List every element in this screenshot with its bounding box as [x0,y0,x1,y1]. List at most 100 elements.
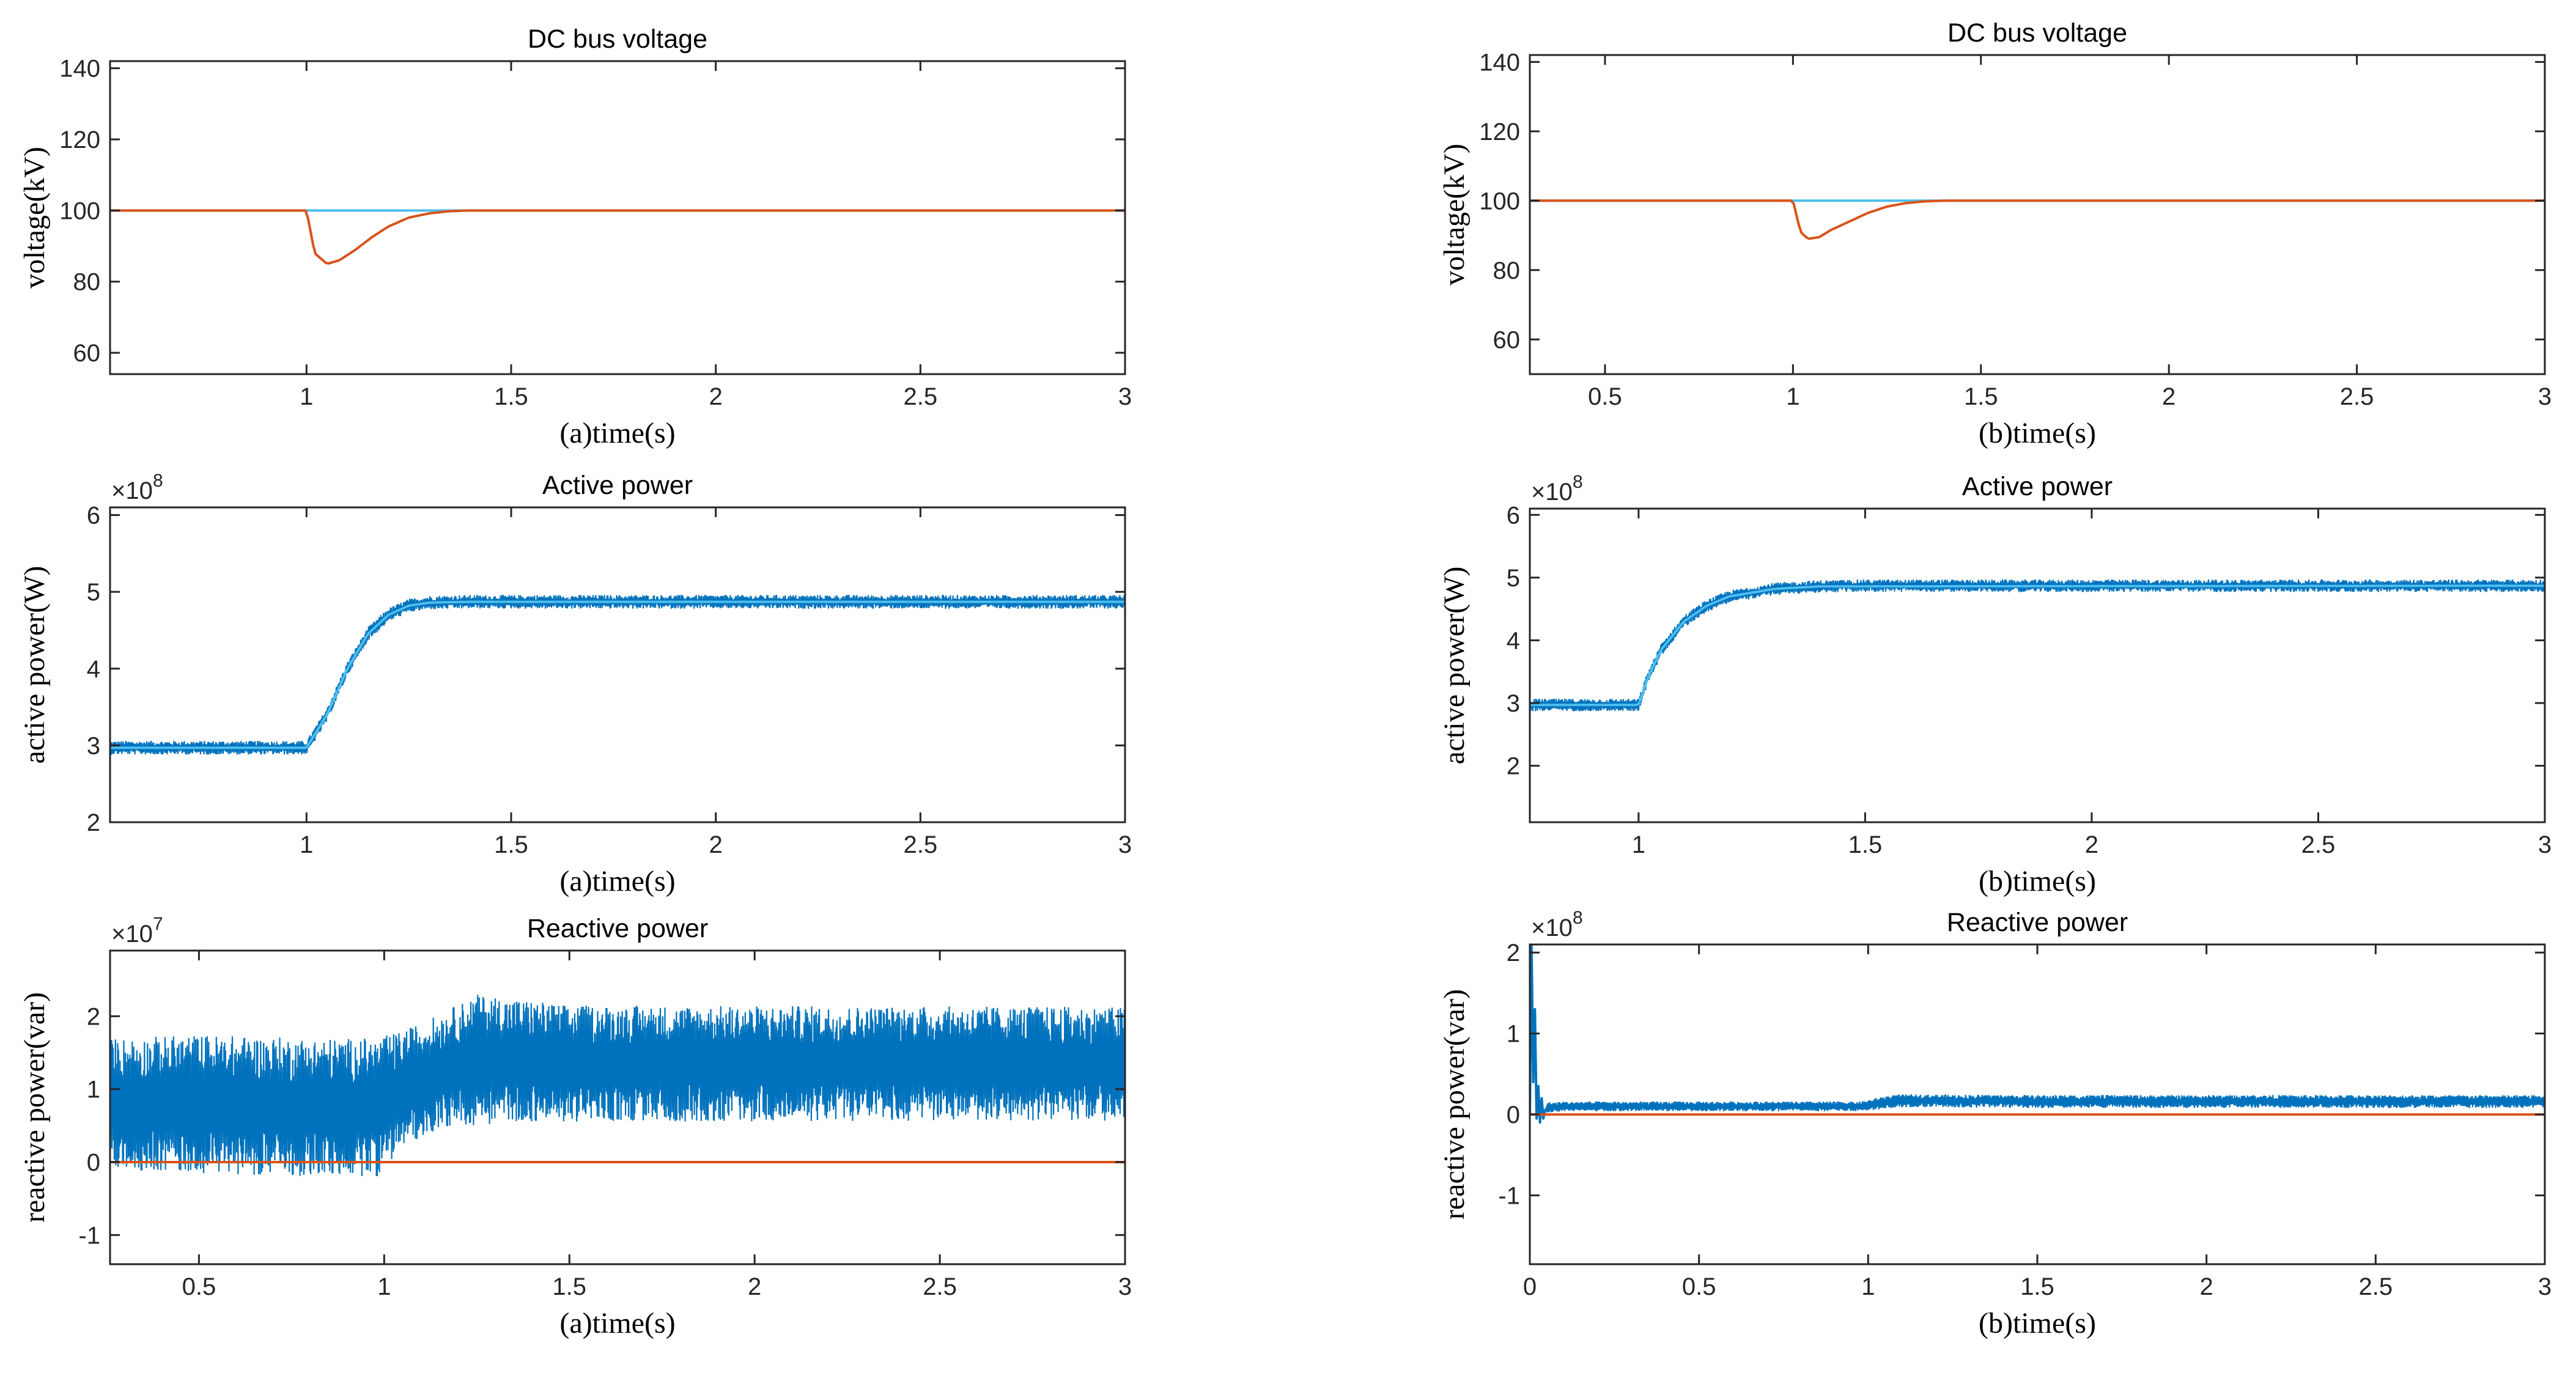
chart-b3-series [1530,944,2545,1124]
chart-a3-multiplier-exponent: 7 [153,914,163,934]
chart-a2-ytick-label: 3 [87,732,100,759]
chart-b2-xtick-label: 1.5 [1848,831,1883,858]
chart-b1: 0.5 1 1.5 2 2.5 3 60 80 100 120 140 DC bus voltage (… [1438,18,2552,449]
chart-a2-plot-area [110,507,1125,822]
chart-b1-title: DC bus voltage [1947,18,2127,48]
chart-b2-xtick-label: 1 [1632,831,1645,858]
chart-b2-xtick-label: 3 [2538,831,2552,858]
chart-a2-ytick-label: 2 [87,809,100,836]
chart-b1-xtick-label: 0.5 [1588,383,1622,410]
chart-a2-multiplier-exponent: 8 [153,471,163,491]
chart-b1-xtick-label: 2 [2162,383,2176,410]
chart-b3: 0 0.5 1 1.5 2 2.5 3 -1 0 1 2 Reactive power (b)time(… [1438,908,2552,1339]
chart-b1-xtick-label: 1 [1786,383,1799,410]
chart-a2-series-measured [110,595,1125,755]
chart-b3-series-reactive-transient [1530,944,1548,1124]
chart-a1-ytick-label: 100 [59,197,100,224]
chart-b1-xtick-label: 3 [2538,383,2552,410]
chart-a1-xtick-label: 2 [709,383,723,410]
chart-a1-xtick-label: 3 [1118,383,1132,410]
chart-a3-ytick-label: -1 [78,1222,100,1249]
chart-a2-series [110,595,1125,755]
chart-b1-ytick-label: 80 [1493,257,1521,284]
chart-a3-ylabel: reactive power(var) [18,992,51,1223]
chart-b3-ytick-label: 0 [1507,1102,1520,1128]
chart-b2-multiplier: ×10 [1531,479,1573,506]
chart-b2-plot-area [1530,509,2545,822]
chart-a1: 1 1.5 2 2.5 3 60 80 100 120 140 DC bus voltage (a)t… [18,24,1132,449]
chart-a2-xtick-label: 3 [1118,831,1132,858]
chart-a1-ylabel: voltage(kV) [18,147,51,289]
chart-b3-ylabel: reactive power(var) [1438,989,1471,1220]
chart-a2-ytick-label: 6 [87,502,100,529]
chart-a3-ytick-label: 2 [87,1003,100,1030]
chart-a3: 0.5 1 1.5 2 2.5 3 -1 0 1 2 Reactive power (a)time(s… [18,914,1132,1339]
chart-b1-frame [1529,54,2546,375]
chart-a2-xtick-label: 2 [709,831,723,858]
chart-b1-xlabel: (b)time(s) [1979,417,2096,449]
chart-a2-xtick-label: 1.5 [494,831,528,858]
chart-a3-xtick-label: 1 [377,1273,391,1300]
chart-a1-ytick-label: 140 [59,56,100,83]
chart-a1-ytick-label: 120 [59,127,100,153]
chart-a1-ytick-label: 80 [73,269,101,296]
chart-a1-series-measured [110,209,1125,265]
chart-a1-xtick-label: 1.5 [494,383,528,410]
chart-b1-ytick-label: 140 [1479,49,1520,76]
chart-a3-series-reactive [110,995,1125,1177]
chart-b2-ytick-label: 6 [1507,502,1520,529]
chart-a1-xtick-label: 1 [300,383,313,410]
chart-a3-xlabel: (a)time(s) [559,1307,675,1339]
chart-b1-ytick-label: 60 [1493,326,1521,353]
chart-a1-xlabel: (a)time(s) [559,417,675,449]
chart-b3-multiplier: ×10 [1531,915,1573,941]
chart-b1-ytick-label: 120 [1479,119,1520,145]
chart-a2-ylabel: active power(W) [18,566,51,764]
chart-a2-xlabel: (a)time(s) [559,865,675,897]
chart-a3-series [110,995,1125,1177]
chart-b1-plot-area [1530,55,2545,374]
chart-b2-multiplier-exponent: 8 [1573,472,1583,492]
chart-a1-series [110,209,1125,265]
chart-a3-multiplier: ×10 [111,921,153,948]
chart-b3-xtick-label: 2 [2200,1273,2213,1300]
chart-a2-xtick-label: 1 [300,831,313,858]
chart-b2: 1 1.5 2 2.5 3 2 3 4 5 6 Active power (b)time(s) acti… [1438,472,2552,897]
chart-b1-series [1530,199,2545,240]
chart-a2-multiplier: ×10 [111,477,153,504]
chart-b3-ytick-label: 2 [1507,940,1520,966]
chart-b3-ytick-label: 1 [1507,1021,1520,1048]
chart-a2-xtick-label: 2.5 [904,831,938,858]
chart-a1-title: DC bus voltage [528,24,707,54]
chart-b2-xtick-label: 2.5 [2301,831,2336,858]
chart-a3-title: Reactive power [527,914,708,943]
chart-b2-ytick-label: 5 [1507,565,1520,592]
chart-b2-ytick-label: 4 [1507,627,1520,654]
chart-b3-xtick-label: 1.5 [2020,1273,2054,1300]
chart-b1-ylabel: voltage(kV) [1438,144,1471,285]
chart-a2-ytick-label: 4 [87,656,100,683]
chart-a2-ytick-label: 5 [87,579,100,606]
chart-b1-xtick-label: 2.5 [2340,383,2374,410]
chart-a2-series-reference [110,600,1125,749]
chart-b2-ytick-label: 2 [1507,753,1520,780]
chart-b3-ytick-label: -1 [1498,1182,1520,1209]
chart-b1-xtick-label: 1.5 [1964,383,1998,410]
chart-b3-xtick-label: 0.5 [1682,1273,1716,1300]
chart-a3-ytick-label: 1 [87,1077,100,1103]
chart-a1-ytick-label: 60 [73,340,101,367]
chart-b2-xtick-label: 2 [2085,831,2098,858]
chart-b3-title: Reactive power [1947,908,2128,937]
chart-a3-xtick-label: 2 [748,1273,761,1300]
chart-b3-xtick-label: 3 [2538,1273,2552,1300]
chart-b3-multiplier-exponent: 8 [1573,908,1583,928]
chart-b3-xlabel: (b)time(s) [1979,1307,2096,1339]
chart-a3-xtick-label: 0.5 [182,1273,216,1300]
chart-a1-plot-area [110,61,1125,374]
chart-b2-frame [1529,507,2546,823]
chart-a3-ytick-label: 0 [87,1149,100,1176]
chart-a3-frame [109,949,1126,1265]
chart-b3-xtick-label: 2.5 [2359,1273,2393,1300]
chart-a1-frame [109,60,1126,375]
